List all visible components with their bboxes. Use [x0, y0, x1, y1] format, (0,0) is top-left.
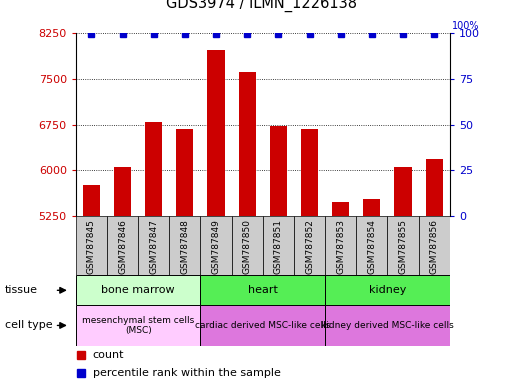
Bar: [263, 216, 294, 275]
Text: GSM787855: GSM787855: [399, 219, 407, 274]
Bar: [200, 305, 325, 346]
Bar: [114, 167, 131, 216]
Bar: [294, 216, 325, 275]
Text: GSM787856: GSM787856: [430, 219, 439, 274]
Bar: [76, 216, 107, 275]
Bar: [388, 216, 418, 275]
Bar: [107, 216, 138, 275]
Bar: [325, 275, 450, 305]
Text: GSM787850: GSM787850: [243, 219, 252, 274]
Bar: [138, 216, 169, 275]
Text: GSM787848: GSM787848: [180, 219, 189, 274]
Text: bone marrow: bone marrow: [101, 285, 175, 295]
Bar: [83, 185, 100, 216]
Bar: [356, 216, 388, 275]
Bar: [176, 129, 194, 216]
Bar: [394, 167, 412, 216]
Text: GSM787851: GSM787851: [274, 219, 283, 274]
Text: 100%: 100%: [452, 22, 480, 31]
Text: GSM787846: GSM787846: [118, 219, 127, 274]
Text: percentile rank within the sample: percentile rank within the sample: [93, 367, 280, 377]
Bar: [169, 216, 200, 275]
Bar: [238, 72, 256, 216]
Text: count: count: [93, 350, 124, 360]
Bar: [200, 216, 232, 275]
Text: GSM787849: GSM787849: [212, 219, 221, 274]
Text: tissue: tissue: [5, 285, 38, 295]
Bar: [325, 305, 450, 346]
Bar: [301, 129, 318, 216]
Bar: [200, 275, 325, 305]
Text: mesenchymal stem cells
(MSC): mesenchymal stem cells (MSC): [82, 316, 194, 335]
Text: kidney: kidney: [369, 285, 406, 295]
Bar: [270, 126, 287, 216]
Bar: [76, 275, 200, 305]
Bar: [325, 216, 356, 275]
Bar: [332, 202, 349, 216]
Text: cell type: cell type: [5, 320, 53, 331]
Text: GSM787852: GSM787852: [305, 219, 314, 274]
Bar: [418, 216, 450, 275]
Text: heart: heart: [248, 285, 278, 295]
Bar: [208, 50, 225, 216]
Text: GSM787847: GSM787847: [149, 219, 158, 274]
Bar: [426, 159, 443, 216]
Text: kidney derived MSC-like cells: kidney derived MSC-like cells: [321, 321, 454, 330]
Bar: [232, 216, 263, 275]
Bar: [76, 305, 200, 346]
Text: cardiac derived MSC-like cells: cardiac derived MSC-like cells: [195, 321, 331, 330]
Bar: [145, 122, 162, 216]
Text: GSM787853: GSM787853: [336, 219, 345, 274]
Text: GDS3974 / ILMN_1226138: GDS3974 / ILMN_1226138: [166, 0, 357, 12]
Text: GSM787845: GSM787845: [87, 219, 96, 274]
Text: GSM787854: GSM787854: [367, 219, 377, 274]
Bar: [363, 199, 380, 216]
